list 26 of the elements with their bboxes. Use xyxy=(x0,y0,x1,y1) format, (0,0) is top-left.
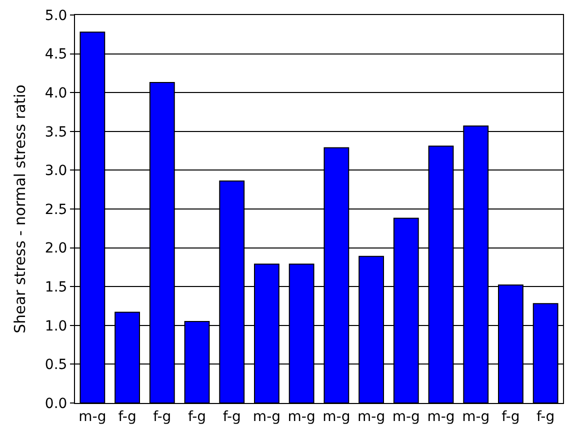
y-tick-label: 3.0 xyxy=(44,163,68,180)
y-tick-label: 1.5 xyxy=(44,280,68,296)
x-tick-label: m-g xyxy=(288,408,316,425)
y-tick-label: 0.5 xyxy=(44,357,68,374)
x-tick-label: m-g xyxy=(392,408,420,425)
y-tick-label: 4.5 xyxy=(44,46,68,63)
x-tick-label: f-g xyxy=(502,408,520,425)
x-tick-label: f-g xyxy=(118,408,136,425)
x-tick-label: f-g xyxy=(536,408,555,425)
x-tick-label: f-g xyxy=(222,408,241,425)
y-tick-label: 3.5 xyxy=(44,124,68,140)
x-tick-label: f-g xyxy=(188,408,206,425)
y-tick-label: 5.0 xyxy=(44,8,68,24)
y-tick-label: 1.0 xyxy=(44,318,68,334)
y-axis-title: Shear stress - normal stress ratio xyxy=(11,84,30,334)
x-tick-label: m-g xyxy=(462,408,490,425)
x-tick-label: f-g xyxy=(153,408,172,425)
x-tick-label: m-g xyxy=(252,408,280,425)
x-tick-label: m-g xyxy=(427,408,455,425)
y-tick-label: 0.0 xyxy=(44,396,68,412)
y-tick-label: 2.0 xyxy=(44,240,68,257)
x-tick-label: m-g xyxy=(322,408,350,425)
y-tick-label: 2.5 xyxy=(44,202,68,218)
y-tick-label: 4.0 xyxy=(44,86,68,102)
x-tick-label: m-g xyxy=(358,408,386,425)
x-tick-label: m-g xyxy=(78,408,106,425)
